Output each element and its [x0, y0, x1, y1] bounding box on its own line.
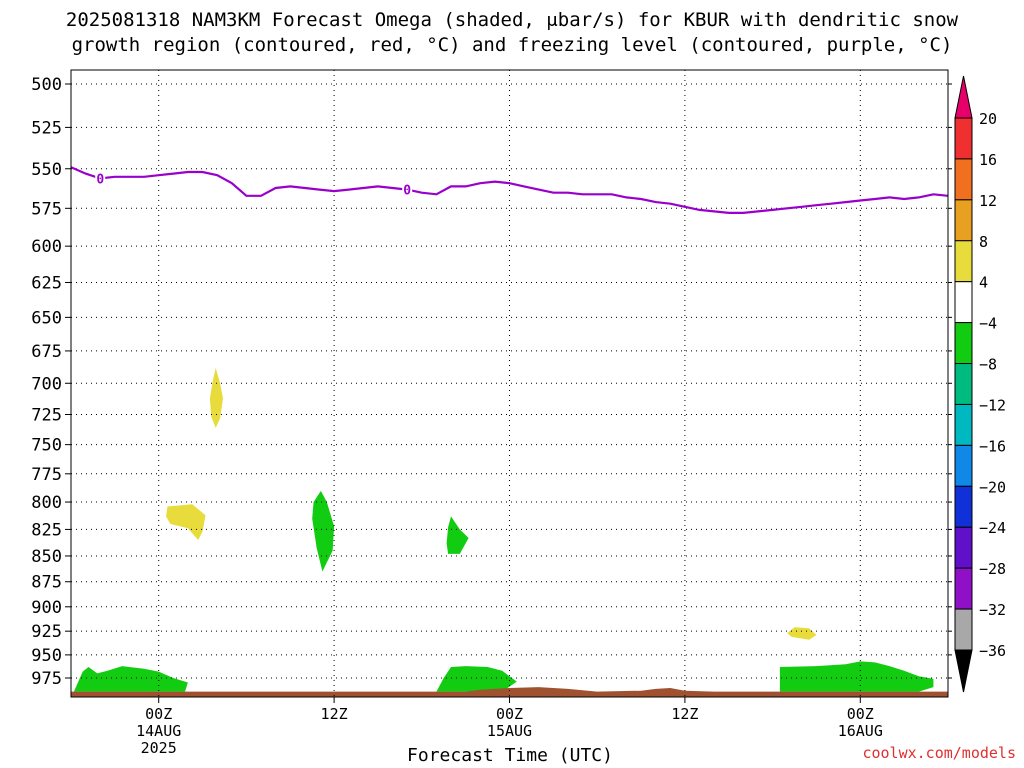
colorbar-box-8 — [954, 403, 973, 446]
colorbar-label-13: −36 — [979, 642, 1006, 660]
colorbar-box-1 — [954, 117, 973, 160]
colorbar-box-13 — [954, 608, 973, 651]
colorbar-label-3: 8 — [979, 233, 988, 251]
y-tick-label-500: 500 — [31, 75, 62, 95]
colorbar-label-5: −4 — [979, 315, 997, 333]
x-tick-label-3: 12Z — [671, 705, 698, 723]
y-tick-label-575: 575 — [31, 199, 62, 219]
freezing-level-label-1: 0 — [96, 172, 104, 187]
colorbar-label-4: 4 — [979, 274, 988, 292]
colorbar-box-11 — [954, 526, 973, 569]
y-tick-label-750: 750 — [31, 436, 62, 456]
y-tick-label-550: 550 — [31, 160, 62, 180]
omega-region-3 — [312, 490, 335, 572]
y-tick-label-875: 875 — [31, 573, 62, 593]
colorbar-box-12 — [954, 567, 973, 610]
colorbar-box-5 — [954, 281, 973, 324]
plot-area: 00 — [71, 70, 948, 697]
omega-region-5 — [787, 627, 817, 640]
y-tick-label-725: 725 — [31, 405, 62, 425]
x-axis-title: Forecast Time (UTC) — [407, 745, 613, 766]
colorbar-label-1: 16 — [979, 151, 997, 169]
y-tick-label-650: 650 — [31, 308, 62, 328]
colorbar-label-12: −32 — [979, 601, 1006, 619]
freezing-level-label-2: 0 — [403, 184, 411, 199]
y-tick-label-525: 525 — [31, 118, 62, 138]
colorbar-box-3 — [954, 199, 973, 242]
y-tick-label-800: 800 — [31, 493, 62, 513]
colorbar-label-9: −20 — [979, 478, 1006, 496]
omega-region-6 — [73, 666, 188, 692]
colorbar-label-2: 12 — [979, 192, 997, 210]
colorbar-top-arrow — [954, 75, 973, 119]
colorbar-box-4 — [954, 240, 973, 283]
y-tick-label-900: 900 — [31, 598, 62, 618]
omega-region-2 — [166, 504, 206, 541]
y-tick-label-675: 675 — [31, 342, 62, 362]
colorbar-box-2 — [954, 158, 973, 201]
colorbar: 20 16 12 8 4 −4 −8 −12 −16 −20 −24 −28 −32 −36 — [954, 75, 1006, 693]
x-tick-date-0: 14AUG — [136, 722, 181, 740]
colorbar-label-0: 20 — [979, 110, 997, 128]
y-tick-label-975: 975 — [31, 669, 62, 689]
y-tick-label-700: 700 — [31, 374, 62, 394]
freezing-level-label-bg-1 — [95, 171, 106, 186]
chart-title-line-2: growth region (contoured, red, °C) and f… — [71, 34, 953, 56]
omega-region-7 — [436, 666, 517, 692]
y-tick-label-775: 775 — [31, 465, 62, 485]
x-tick-label-0: 00Z — [145, 705, 172, 723]
x-tick-label-1: 12Z — [321, 705, 348, 723]
y-tick-label-600: 600 — [31, 237, 62, 257]
x-tick-year-0: 2025 — [141, 739, 177, 757]
colorbar-label-11: −28 — [979, 560, 1006, 578]
omega-region-1 — [209, 367, 223, 428]
freezing-level-line — [71, 166, 948, 214]
freezing-level-label-bg-2 — [402, 182, 413, 197]
colorbar-box-6 — [954, 322, 973, 365]
x-tick-date-2: 15AUG — [487, 722, 532, 740]
terrain-fill — [71, 687, 948, 697]
omega-region-8 — [779, 661, 934, 692]
y-tick-label-625: 625 — [31, 273, 62, 293]
x-tick-date-4: 16AUG — [838, 722, 883, 740]
omega-region-4 — [446, 516, 469, 554]
y-tick-label-850: 850 — [31, 547, 62, 567]
colorbar-bottom-arrow — [954, 649, 973, 693]
chart-title-line-1: 2025081318 NAM3KM Forecast Omega (shaded… — [65, 9, 959, 31]
plot-content: 00 — [71, 70, 948, 697]
axes: 500 525 550 575 600 625 650 675 700 725 750 775 800 8… — [31, 69, 952, 757]
x-tick-label-4: 00Z — [847, 705, 874, 723]
colorbar-label-10: −24 — [979, 519, 1006, 537]
colorbar-box-7 — [954, 363, 973, 405]
colorbar-box-10 — [954, 485, 973, 528]
colorbar-box-9 — [954, 444, 973, 487]
colorbar-label-6: −8 — [979, 356, 997, 374]
y-tick-label-950: 950 — [31, 646, 62, 666]
colorbar-label-7: −12 — [979, 396, 1006, 414]
x-tick-label-2: 00Z — [496, 705, 523, 723]
y-tick-label-825: 825 — [31, 520, 62, 540]
colorbar-label-8: −16 — [979, 437, 1006, 455]
credit-text[interactable]: coolwx.com/models — [862, 744, 1016, 762]
y-tick-label-925: 925 — [31, 622, 62, 642]
